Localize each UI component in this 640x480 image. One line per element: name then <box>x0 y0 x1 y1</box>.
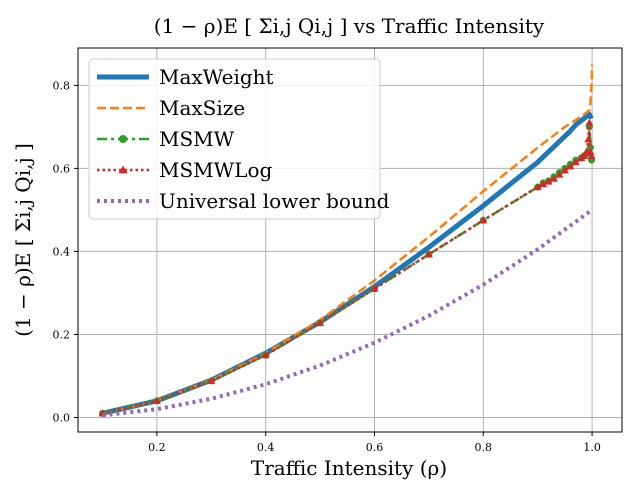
legend-entry: MSMW <box>97 127 235 151</box>
data-point <box>566 162 575 170</box>
legend-entry: Universal lower bound <box>97 189 390 213</box>
data-point <box>544 177 553 185</box>
y-tick-label: 0.4 <box>53 245 71 258</box>
data-point <box>316 318 325 326</box>
y-axis-label: (1 − ρ)E [ Σi,j Qi,j ] <box>11 143 35 337</box>
x-tick-label: 0.4 <box>257 441 275 454</box>
series-layer <box>98 64 596 418</box>
y-tick-label: 0.0 <box>53 411 71 424</box>
data-point <box>571 158 580 166</box>
legend-marker <box>119 135 127 143</box>
data-point <box>539 180 548 188</box>
data-point <box>261 351 270 359</box>
data-point <box>533 183 542 191</box>
data-point <box>550 174 558 182</box>
axis-ticks: 0.2 0.4 0.6 0.8 1.0 0.0 0.2 0.4 0.6 0.8 <box>53 79 601 454</box>
data-point <box>560 166 569 174</box>
series-universal-lower-bound <box>102 208 594 418</box>
legend-label: MaxSize <box>159 96 245 120</box>
data-point <box>584 135 593 143</box>
data-point <box>207 376 216 384</box>
legend-marker <box>118 165 128 174</box>
data-point <box>424 250 433 258</box>
data-point <box>479 216 488 224</box>
y-tick-label: 0.6 <box>53 162 71 175</box>
legend-entry: MaxWeight <box>97 65 274 89</box>
data-point <box>579 151 588 159</box>
series-line <box>102 64 594 415</box>
chart-title: (1 − ρ)E [ Σi,j Qi,j ] vs Traffic Intens… <box>154 14 545 38</box>
legend-box <box>88 58 381 220</box>
legend-label: MSMW <box>159 127 235 151</box>
plot-frame <box>77 47 623 433</box>
legend-entry: MaxSize <box>97 96 245 120</box>
legend-entry: MSMWLog <box>97 158 273 182</box>
x-tick-label: 0.6 <box>366 441 384 454</box>
data-point <box>555 170 564 178</box>
data-point <box>587 151 596 159</box>
x-tick-label: 1.0 <box>583 441 601 454</box>
y-tick-label: 0.2 <box>53 328 71 341</box>
series-maxsize <box>102 64 594 415</box>
y-tick-label: 0.8 <box>53 79 71 92</box>
data-point <box>586 144 594 152</box>
x-tick-label: 0.2 <box>148 441 166 454</box>
series-msmwlog <box>98 118 596 417</box>
legend: MaxWeight MaxSize MSMW MSMWLog Universal low… <box>88 58 390 220</box>
legend-label: Universal lower bound <box>159 189 390 213</box>
data-point <box>586 147 595 155</box>
data-point <box>585 118 594 126</box>
data-point <box>152 396 161 404</box>
legend-label: MaxWeight <box>159 65 274 89</box>
legend-label: MSMWLog <box>159 158 273 182</box>
x-axis-label: Traffic Intensity (ρ) <box>251 456 447 480</box>
data-point <box>370 284 379 292</box>
x-tick-label: 0.8 <box>475 441 493 454</box>
series-line <box>102 208 594 418</box>
